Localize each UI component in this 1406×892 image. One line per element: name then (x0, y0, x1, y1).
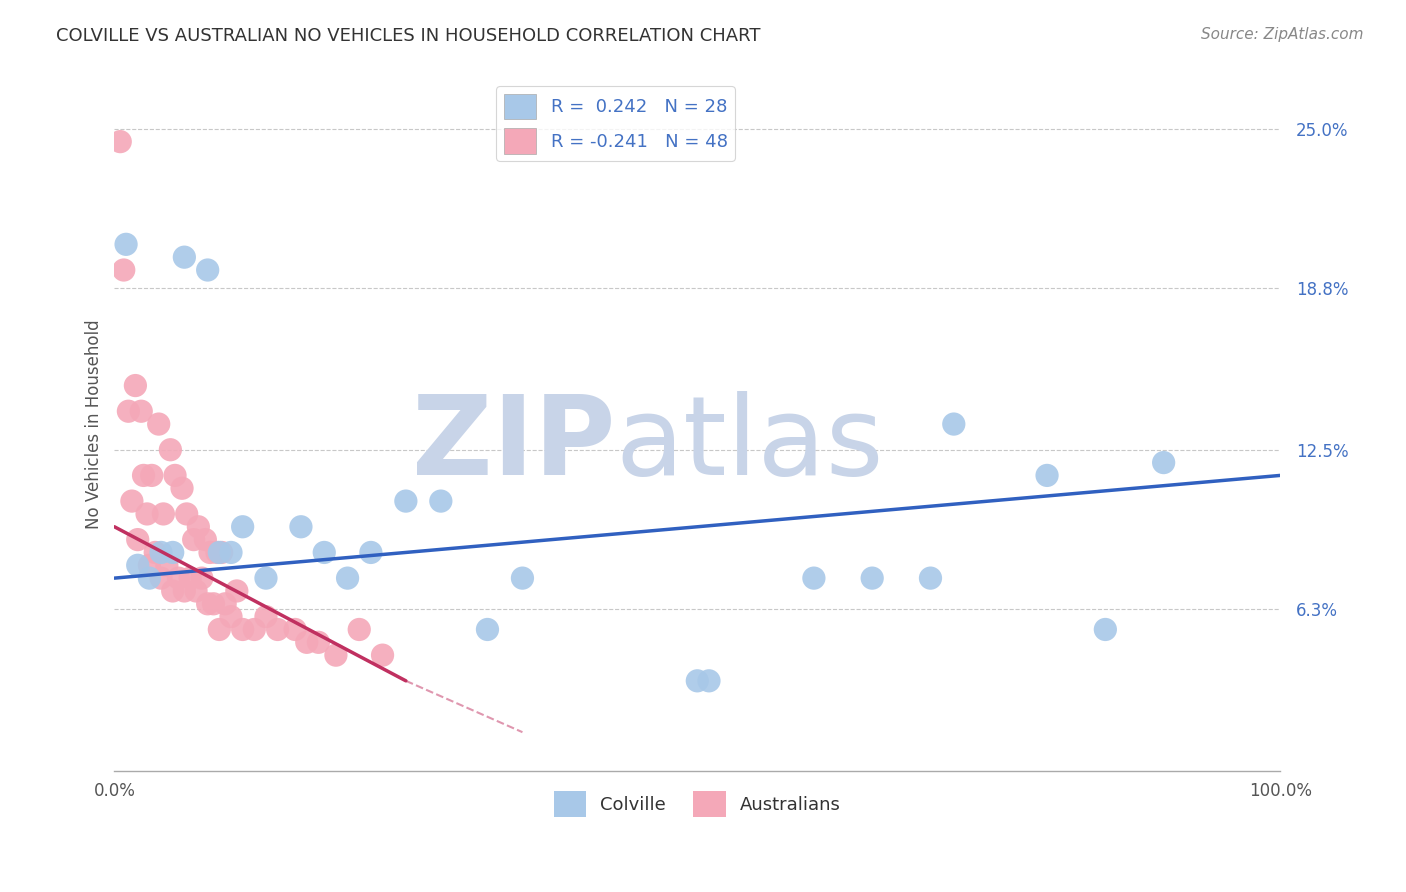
Point (208, 545, 231, 559)
Point (173, 250, 195, 264)
Text: atlas: atlas (616, 392, 884, 499)
Point (336, 571, 359, 585)
Point (395, 494, 418, 508)
Point (512, 571, 534, 585)
Point (124, 378, 146, 392)
Point (150, 571, 173, 585)
Point (920, 571, 942, 585)
Point (159, 442, 181, 457)
Point (360, 545, 382, 559)
Point (314, 545, 336, 559)
Point (225, 584, 247, 599)
Point (232, 623, 254, 637)
Legend: Colville, Australians: Colville, Australians (547, 784, 848, 824)
Point (211, 545, 233, 559)
Point (121, 494, 143, 508)
Point (127, 533, 149, 547)
Point (138, 571, 160, 585)
Point (132, 468, 155, 483)
Point (325, 648, 347, 662)
Point (254, 571, 277, 585)
Point (179, 571, 201, 585)
Point (138, 558, 160, 573)
Text: Source: ZipAtlas.com: Source: ZipAtlas.com (1201, 27, 1364, 42)
Point (254, 609, 277, 624)
Point (208, 623, 231, 637)
Point (942, 417, 965, 431)
Point (803, 571, 825, 585)
Point (219, 609, 242, 624)
Point (686, 673, 709, 688)
Point (284, 623, 307, 637)
Point (143, 545, 166, 559)
Point (290, 520, 312, 534)
Text: ZIP: ZIP (412, 392, 616, 499)
Point (152, 507, 174, 521)
Point (129, 404, 152, 418)
Y-axis label: No Vehicles in Household: No Vehicles in Household (86, 319, 103, 529)
Point (167, 571, 190, 585)
Point (232, 520, 254, 534)
Point (136, 507, 159, 521)
Point (197, 263, 219, 277)
Point (148, 417, 170, 431)
Point (162, 545, 184, 559)
Point (697, 673, 720, 688)
Point (198, 545, 221, 559)
Point (477, 623, 499, 637)
Point (112, 263, 135, 277)
Point (295, 635, 318, 649)
Point (150, 545, 173, 559)
Point (173, 584, 195, 599)
Point (163, 468, 186, 483)
Point (170, 481, 193, 495)
Point (205, 545, 228, 559)
Point (307, 635, 329, 649)
Point (347, 623, 370, 637)
Point (110, 135, 132, 149)
Point (266, 623, 288, 637)
Point (214, 597, 236, 611)
Point (141, 468, 163, 483)
Point (162, 584, 184, 599)
Point (202, 597, 225, 611)
Point (191, 571, 214, 585)
Point (243, 623, 266, 637)
Point (187, 520, 209, 534)
Point (127, 558, 149, 573)
Point (194, 533, 217, 547)
Point (197, 597, 219, 611)
Text: COLVILLE VS AUSTRALIAN NO VEHICLES IN HOUSEHOLD CORRELATION CHART: COLVILLE VS AUSTRALIAN NO VEHICLES IN HO… (56, 27, 761, 45)
Point (1153, 456, 1175, 470)
Point (156, 558, 179, 573)
Point (1094, 623, 1116, 637)
Point (115, 237, 138, 252)
Point (184, 584, 207, 599)
Point (860, 571, 883, 585)
Point (1036, 468, 1059, 483)
Point (117, 404, 139, 418)
Point (430, 494, 453, 508)
Point (176, 507, 198, 521)
Point (371, 648, 394, 662)
Point (219, 545, 242, 559)
Point (183, 533, 205, 547)
